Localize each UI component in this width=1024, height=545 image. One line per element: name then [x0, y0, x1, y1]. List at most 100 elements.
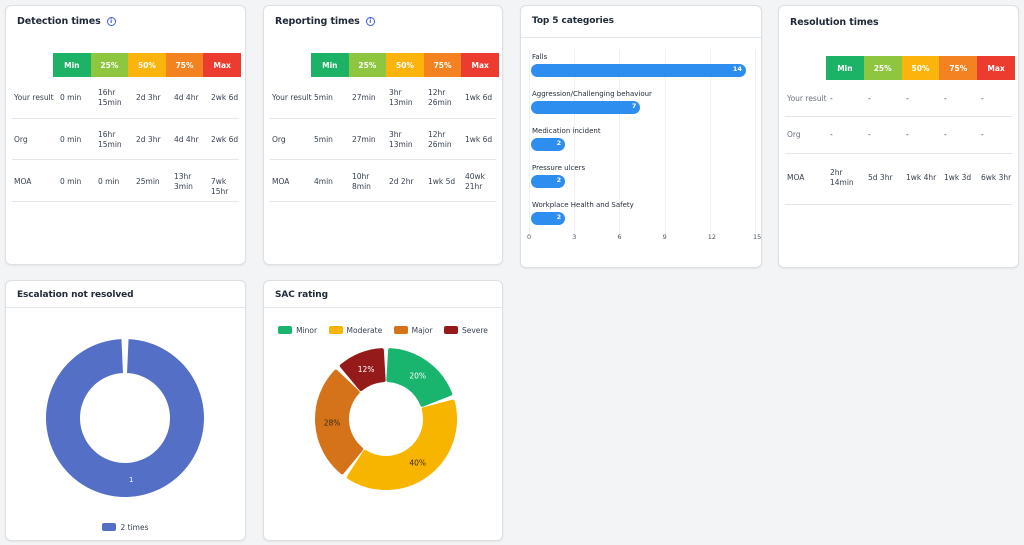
cell-max: -	[981, 130, 984, 139]
top-categories-card: Top 5 categories 0 3 6 9 12 15 Falls 14 Aggressi…	[520, 5, 762, 268]
cell-75: 12hr 26min	[428, 88, 452, 107]
donut-segment[interactable]	[46, 339, 204, 497]
card-title: Escalation not resolved	[17, 290, 134, 300]
scale-25: 25%	[90, 53, 129, 77]
scale-75: 75%	[423, 53, 462, 77]
title-divider	[264, 307, 502, 308]
bar[interactable]: 7	[531, 101, 641, 114]
bar-value-label: 2	[556, 139, 562, 147]
scale-max: Max	[461, 53, 499, 77]
cell-75: 4d 4hr	[174, 93, 199, 102]
info-icon[interactable]: i	[365, 17, 375, 26]
cell-50: 25min	[136, 177, 160, 186]
row-label: Your result	[787, 94, 827, 103]
x-tick-label: 3	[572, 233, 577, 241]
legend-item[interactable]: 2 times	[102, 522, 149, 532]
segment-percent-label: 20%	[409, 371, 426, 380]
scale-50: 50%	[128, 53, 166, 77]
x-tick-label: 9	[662, 233, 667, 241]
segment-percent-label: 28%	[324, 418, 341, 427]
cell-25: 10hr 8min	[352, 172, 371, 191]
donut-segment-major[interactable]	[315, 369, 364, 475]
bar[interactable]: 2	[531, 175, 566, 188]
bar[interactable]: 2	[531, 138, 566, 151]
legend-swatch	[443, 326, 458, 334]
donut-chart: 20% 40% 28% 12%	[315, 348, 457, 490]
row-label: Org	[787, 130, 801, 139]
cell-25: 0 min	[98, 177, 120, 186]
bar[interactable]: 2	[531, 212, 566, 225]
cell-25: 16hr 15min	[98, 130, 122, 149]
table-row: Org 0 min 16hr 15min 2d 3hr 4d 4hr 2wk 6…	[12, 119, 239, 160]
cell-25: -	[868, 130, 871, 139]
scale-min: Min	[53, 53, 91, 77]
donut-segment-severe[interactable]	[339, 348, 386, 392]
bar-value-label: 7	[631, 102, 637, 110]
scale-25: 25%	[348, 53, 387, 77]
row-label: Org	[272, 135, 286, 144]
title-divider	[521, 37, 761, 38]
legend-item-moderate[interactable]: Moderate	[328, 326, 382, 335]
gridline	[574, 50, 576, 235]
x-tick-label: 0	[527, 233, 532, 241]
legend-label: Minor	[296, 325, 318, 335]
x-tick-label: 6	[617, 233, 622, 241]
table-row: Org - - - - -	[785, 117, 1012, 154]
chart-legend: Minor Moderate Major Severe	[264, 321, 502, 339]
card-title: Reporting times i	[275, 16, 375, 27]
cell-75: 12hr 26min	[428, 130, 452, 149]
detection-title: Detection times	[17, 16, 101, 27]
cell-75: 4d 4hr	[174, 135, 199, 144]
card-title: Detection times i	[17, 16, 116, 27]
legend-item-severe[interactable]: Severe	[443, 326, 488, 335]
card-title: Top 5 categories	[532, 16, 614, 26]
legend-item-minor[interactable]: Minor	[278, 326, 317, 335]
cell-25: -	[868, 94, 871, 103]
row-label: MOA	[272, 177, 290, 186]
cell-min: 0 min	[60, 135, 82, 144]
cell-50: 3hr 13min	[389, 88, 413, 107]
legend-item-major[interactable]: Major	[393, 325, 433, 335]
cell-25: 27min	[352, 135, 376, 144]
bar-value-label: 2	[556, 176, 562, 184]
bar-value-label: 14	[732, 65, 742, 73]
cell-50: -	[906, 94, 909, 103]
cell-75: -	[944, 94, 947, 103]
legend-label: Major	[411, 325, 433, 335]
reporting-times-card: Reporting times i Min 25% 50% 75% Max You…	[263, 5, 503, 265]
escalation-card: Escalation not resolved 1 2 times	[5, 280, 246, 541]
row-label: Org	[14, 135, 28, 144]
cell-50: 1wk 4hr	[906, 173, 937, 182]
segment-percent-label: 12%	[358, 365, 375, 374]
cell-max: 2wk 6d	[211, 135, 239, 144]
legend-swatch	[102, 523, 117, 531]
cell-min: 5min	[314, 135, 333, 144]
percentile-scale: Min 25% 50% 75% Max	[53, 53, 241, 77]
cell-max: 40wk 21hr	[465, 172, 486, 191]
table-row: Your result 0 min 16hr 15min 2d 3hr 4d 4…	[12, 78, 239, 119]
legend-label: 2 times	[120, 522, 149, 532]
cell-min: 2hr 14min	[830, 168, 854, 187]
resolution-times-card: Resolution times Min 25% 50% 75% Max You…	[778, 5, 1019, 268]
table-row: MOA 0 min 0 min 25min 13hr 3min 7wk 15hr	[12, 160, 239, 202]
bar-value-label: 2	[556, 213, 562, 221]
donut-segment-moderate[interactable]	[346, 399, 457, 490]
cell-50: -	[906, 130, 909, 139]
gridline	[619, 50, 621, 235]
legend-swatch	[278, 326, 293, 334]
scale-75: 75%	[165, 53, 204, 77]
table-row: MOA 2hr 14min 5d 3hr 1wk 4hr 1wk 3d 6wk …	[785, 154, 1012, 205]
donut-segment-minor[interactable]	[386, 348, 453, 407]
scale-min: Min	[826, 56, 864, 80]
info-icon[interactable]: i	[106, 17, 116, 26]
cell-min: -	[830, 130, 833, 139]
legend-swatch	[393, 326, 408, 334]
bar-label: Medication incident	[532, 127, 601, 135]
table-row: Org 5min 27min 3hr 13min 12hr 26min 1wk …	[270, 119, 496, 160]
table-row: Your result 5min 27min 3hr 13min 12hr 26…	[270, 78, 496, 119]
segment-percent-label: 40%	[409, 459, 426, 468]
bar[interactable]: 14	[531, 64, 746, 77]
bar-label: Falls	[532, 53, 548, 61]
cell-max: 7wk 15hr	[211, 177, 229, 196]
row-label: Your result	[272, 93, 312, 102]
